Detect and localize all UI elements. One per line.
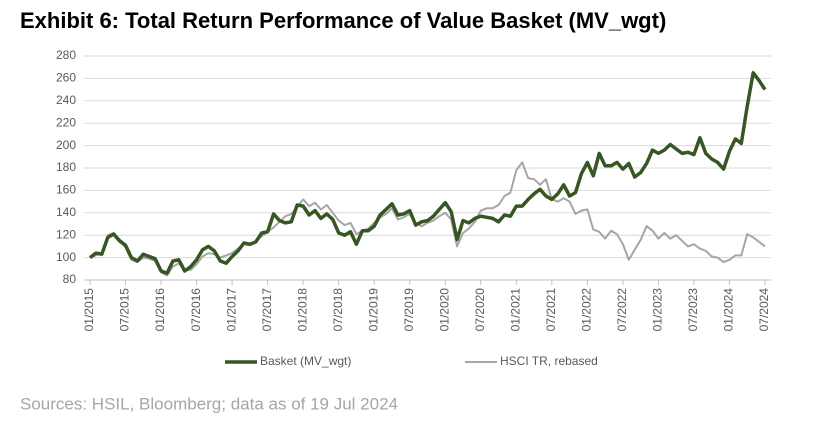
x-tick-label: 01/2024 [722, 288, 736, 332]
x-tick-label: 01/2022 [580, 288, 594, 332]
x-tick-label: 01/2018 [295, 288, 309, 332]
x-tick-label: 01/2019 [366, 288, 380, 332]
y-tick-label: 280 [56, 48, 76, 62]
series-line [88, 71, 767, 276]
legend-label: Basket (MV_wgt) [260, 354, 351, 368]
x-tick-label: 01/2021 [508, 288, 522, 332]
y-tick-label: 200 [56, 138, 76, 152]
y-tick-label: 100 [56, 250, 76, 264]
x-tick-label: 07/2019 [402, 288, 416, 332]
x-tick-label: 07/2018 [331, 288, 345, 332]
y-tick-label: 120 [56, 227, 76, 241]
y-tick-label: 260 [56, 71, 76, 85]
series-line [89, 161, 766, 277]
chart-title: Exhibit 6: Total Return Performance of V… [20, 8, 666, 33]
y-tick-label: 220 [56, 115, 76, 129]
x-tick-label: 07/2021 [544, 288, 558, 332]
y-tick-label: 180 [56, 160, 76, 174]
y-tick-label: 240 [56, 93, 76, 107]
y-tick-label: 80 [63, 272, 77, 286]
legend-label: HSCI TR, rebased [500, 354, 598, 368]
y-tick-label: 140 [56, 205, 76, 219]
x-tick-label: 07/2023 [686, 288, 700, 332]
x-tick-label: 01/2020 [437, 288, 451, 332]
x-tick-label: 01/2015 [82, 288, 96, 332]
x-tick-label: 07/2020 [473, 288, 487, 332]
x-tick-label: 07/2017 [260, 288, 274, 332]
source-note: Sources: HSIL, Bloomberg; data as of 19 … [20, 394, 398, 413]
x-tick-label: 07/2024 [757, 288, 771, 332]
x-tick-label: 01/2016 [153, 288, 167, 332]
x-tick-label: 07/2015 [118, 288, 132, 332]
x-tick-label: 07/2016 [189, 288, 203, 332]
x-tick-label: 07/2022 [615, 288, 629, 332]
x-tick-label: 01/2017 [224, 288, 238, 332]
x-tick-label: 01/2023 [651, 288, 665, 332]
y-tick-label: 160 [56, 183, 76, 197]
